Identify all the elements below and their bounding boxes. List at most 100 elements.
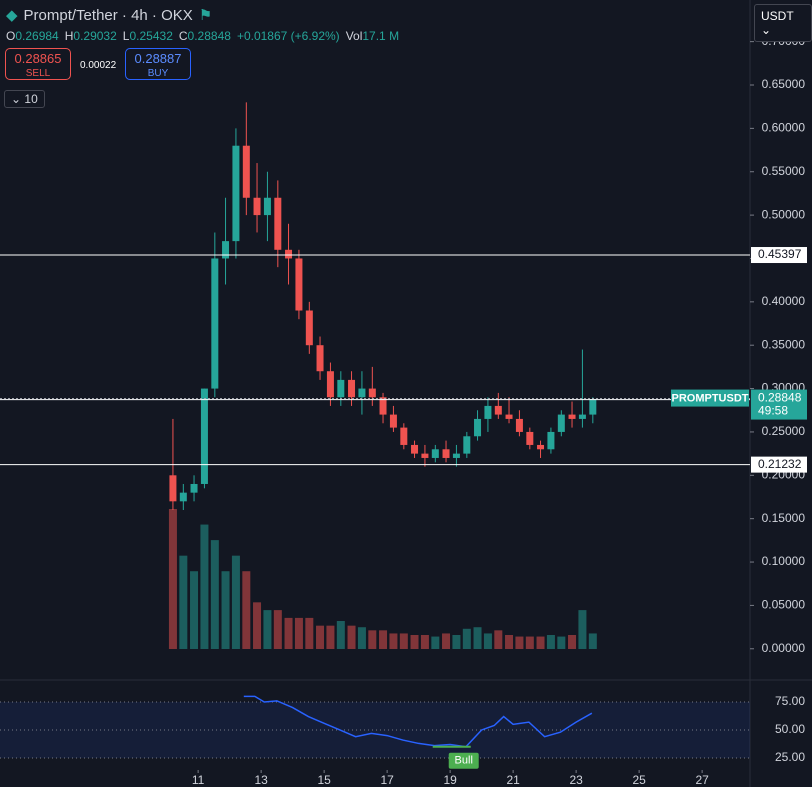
x-tick-label: 25 [632,773,646,787]
candle-body [358,388,366,398]
candle-body [411,444,419,454]
volume-bar [263,610,272,649]
ohlc-value: 0.28848 [187,29,231,43]
candle-body [547,431,555,450]
volume-bar [347,625,356,649]
candle-body [263,197,271,216]
y-tick-label: 0.60000 [762,121,806,135]
candle-body [505,414,513,419]
volume-bar [326,625,335,649]
volume-bar [452,635,461,649]
ohlc-key: H [64,29,74,43]
candle-body [421,453,429,458]
candle-body [442,449,450,458]
vol-value: 17.1 M [362,29,400,43]
volume-bar [368,630,377,649]
candle-body [494,405,502,415]
candle-body [274,197,282,250]
currency: USDT [761,9,794,23]
sell-button[interactable]: 0.28865 SELL [5,48,71,80]
candle-body [200,388,208,484]
volume-bar [494,630,503,649]
candle-body [568,414,576,419]
buy-label: BUY [147,68,169,79]
x-tick-label: 23 [569,773,583,787]
spread: 0.00022 [80,60,117,71]
volume-bar [578,610,587,649]
level-label: 0.45397 [758,247,802,261]
candle-body [316,345,324,372]
candle-body [578,414,586,419]
volume-bar [357,627,366,649]
symbol-tag [671,389,749,407]
y-tick-label: 0.00000 [762,641,806,655]
candle-body [242,145,250,198]
symbol-label: PROMPTUSDT [672,392,749,404]
volume-bar [442,633,451,649]
volume-bar [483,633,492,649]
sell-price: 0.28865 [14,51,62,66]
level-tag [751,456,807,473]
volume-bar [557,636,566,649]
volume-bar [316,625,325,649]
y-tick-label: 0.50000 [762,207,806,221]
volume-bar [525,636,534,649]
candle-body [557,414,565,432]
y-tick-label: 0.35000 [762,337,806,351]
bull-label: Bull [455,755,473,767]
volume-bar [294,617,303,649]
candle-body [179,492,187,502]
y-tick-label: 0.55000 [762,164,806,178]
volume-bar [336,621,345,649]
x-tick-label: 13 [254,773,268,787]
y-tick-label: 0.15000 [762,511,806,525]
flag[interactable]: ⚑ [198,7,213,24]
candle-body [463,436,471,454]
candle-body [337,379,345,398]
candle-body [389,414,397,428]
x-tick-label: 15 [317,773,331,787]
volume-bar [200,524,209,649]
buy-button[interactable]: 0.28887 BUY [125,48,191,80]
buy-price: 0.28887 [134,51,182,66]
candle-body [589,398,597,415]
logo: ◆ [6,7,18,24]
volume-bar [536,636,545,649]
price-label: 0.28848 [758,391,802,405]
candle-body [169,475,177,502]
y-tick-label: 0.10000 [762,554,806,568]
volume-bar [231,555,240,649]
candle-body [379,397,387,415]
y-tick-label: 0.25000 [762,424,806,438]
x-tick-label: 21 [506,773,520,787]
currency-select[interactable]: USDT ⌄ [754,4,812,42]
volume-bar [168,509,177,649]
volume-bar [389,633,398,649]
volume-bar [568,635,577,649]
volume-bar [546,635,555,649]
volume-bar [588,633,597,649]
candle-body [295,258,303,311]
candle-body [211,258,219,389]
volume-bar [221,571,230,649]
sell-label: SELL [25,68,51,79]
y-tick-label: 0.05000 [762,598,806,612]
volume-bar [210,540,219,649]
volume-bar [410,635,419,649]
ohlc-item: H0.29032 [65,29,117,43]
ohlc-row: O0.26984 H0.29032 L0.25432 C0.28848 +0.01867… [6,29,399,43]
y-tick-label: 0.40000 [762,294,806,308]
volume-bar [273,610,282,649]
rsi-line [243,695,593,748]
candle-body [285,249,293,259]
level-tag [751,247,807,264]
indicator-value: 10 [24,92,38,106]
symbol-header: ◆ Prompt/Tether · 4h · OKX ⚑ [6,6,213,25]
volume-bar [179,555,188,649]
indicator-count[interactable]: ⌄ 10 [4,90,45,108]
volume-bar [515,636,524,649]
change: +0.01867 (+6.92%) [236,29,340,43]
rsi-tick-label: 75.00 [775,694,805,708]
